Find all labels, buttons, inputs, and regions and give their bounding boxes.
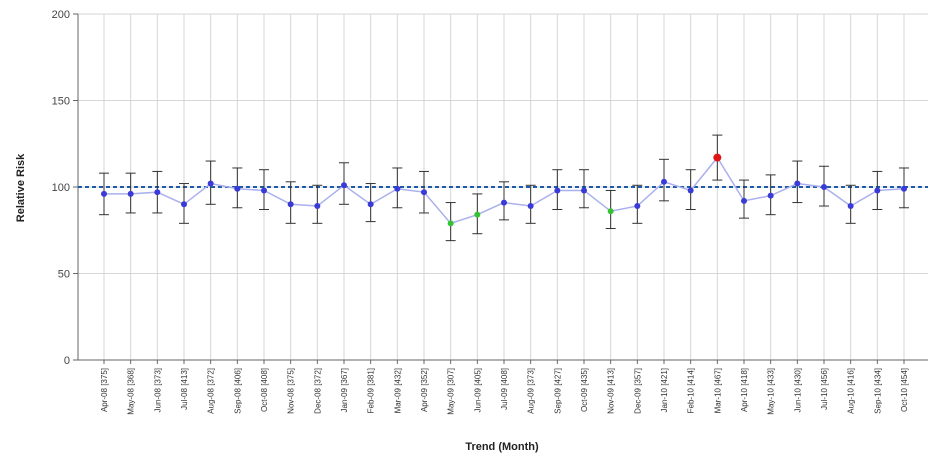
x-tick-label: Jan-10 [421] [660, 368, 669, 412]
y-tick-label: 100 [52, 182, 70, 194]
data-point [101, 190, 107, 197]
x-tick-label: Mar-09 [432] [393, 368, 402, 413]
axes [73, 13, 928, 364]
data-point [794, 180, 801, 187]
x-tick-label: Jul-09 [408] [500, 368, 509, 410]
y-tick-label: 0 [64, 355, 70, 367]
y-axis-title: Relative Risk [15, 153, 27, 222]
x-tick-label: Sep-10 [434] [873, 368, 882, 414]
data-point [554, 187, 561, 194]
x-tick-label: May-10 [433] [767, 368, 776, 415]
y-tick-label: 50 [58, 269, 70, 281]
data-point [394, 185, 401, 192]
x-tick-label: Dec-08 [372] [313, 368, 322, 414]
x-tick-label: Apr-09 [352] [420, 368, 429, 412]
data-point [634, 203, 641, 210]
data-point [421, 189, 427, 196]
data-point [874, 187, 881, 194]
x-tick-label: Aug-10 [416] [847, 368, 856, 414]
data-point [661, 178, 667, 185]
y-tick-label: 150 [52, 96, 70, 108]
data-point [314, 203, 321, 210]
x-tick-label: Jun-09 [405] [473, 368, 482, 412]
x-tick-label: Nov-08 [375] [287, 368, 296, 414]
data-point [741, 197, 747, 204]
data-point [527, 203, 534, 210]
x-tick-label: Jul-08 [413] [180, 368, 189, 410]
x-tick-label: Oct-09 [435] [580, 368, 589, 412]
data-point [474, 211, 481, 218]
x-tick-label: Aug-09 [373] [527, 368, 536, 414]
data-point [581, 187, 587, 194]
data-point [234, 185, 241, 192]
data-point [687, 187, 694, 194]
x-tick-label: Feb-10 [414] [687, 368, 696, 413]
x-tick-label: Mar-10 [467] [713, 368, 722, 413]
data-point [181, 201, 187, 208]
data-point [713, 153, 722, 162]
data-point [501, 199, 507, 206]
data-point [154, 189, 161, 196]
x-tick-label: Dec-09 [357] [633, 368, 642, 414]
data-point [901, 185, 907, 192]
x-tick-label: May-09 [307] [447, 368, 456, 415]
y-tick-label: 200 [52, 9, 70, 21]
x-tick-label: Aug-08 [372] [207, 368, 216, 414]
data-point [341, 182, 347, 189]
x-tick-label: Jul-10 [456] [820, 368, 829, 410]
data-point [821, 184, 827, 190]
data-point [367, 201, 374, 208]
x-tick-label: Apr-10 [418] [740, 368, 749, 412]
x-axis-title: Trend (Month) [465, 441, 539, 453]
data-point [607, 208, 614, 215]
x-tick-label: Oct-08 [408] [260, 368, 269, 412]
x-tick-label: Nov-09 [413] [607, 368, 616, 414]
x-tick-label: Sep-09 [427] [553, 368, 562, 414]
x-tick-label: Jun-10 [430] [793, 368, 802, 412]
x-tick-label: Apr-08 [375] [100, 368, 109, 412]
data-point [767, 192, 774, 199]
data-point [287, 201, 294, 208]
x-tick-label: Jun-08 [373] [153, 368, 162, 412]
x-tick-label: Feb-09 [381] [367, 368, 376, 413]
x-tick-label: May-08 [368] [127, 368, 136, 415]
data-point [261, 187, 267, 194]
x-tick-label: Jan-09 [367] [340, 368, 349, 412]
x-tick-label: Oct-10 [454] [900, 368, 909, 412]
x-tick-label: Sep-08 [406] [233, 368, 242, 414]
data-point [447, 220, 454, 227]
tick-labels: 0 50 100 150 200 Apr-08 [375] May-08 [368] Jun-… [52, 9, 909, 415]
data-points [101, 153, 907, 227]
data-point [207, 180, 214, 187]
data-point [847, 203, 854, 210]
data-point [127, 190, 134, 197]
